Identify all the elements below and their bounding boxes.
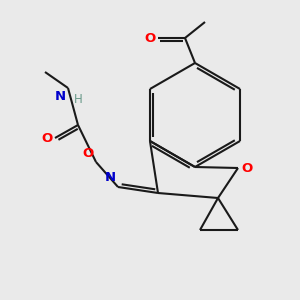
Text: O: O [241, 161, 252, 175]
Text: N: N [55, 90, 66, 103]
Text: H: H [74, 93, 83, 106]
Text: O: O [145, 32, 156, 44]
Text: O: O [83, 147, 94, 160]
Text: N: N [105, 171, 116, 184]
Text: O: O [42, 131, 53, 145]
